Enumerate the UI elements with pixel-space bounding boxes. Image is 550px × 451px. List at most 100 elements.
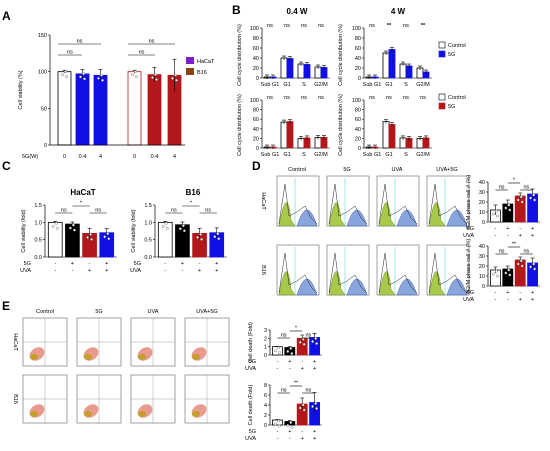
e-dot bbox=[277, 424, 281, 428]
c-dot bbox=[69, 226, 72, 230]
d-dot bbox=[507, 203, 511, 207]
d-dot bbox=[494, 269, 498, 273]
e-cond-uva: + bbox=[313, 436, 316, 442]
b-x-tick: G2/M bbox=[314, 82, 328, 88]
b-yaxis-tick-label: 20 bbox=[253, 66, 259, 72]
d-cond-5g: + bbox=[531, 226, 534, 232]
b-bar-control bbox=[382, 52, 390, 79]
d-yaxis-tick-label: 30 bbox=[479, 190, 485, 196]
e-cond-5g: + bbox=[288, 429, 291, 435]
d-sig-label: ns bbox=[523, 249, 529, 255]
d-dot bbox=[516, 262, 520, 266]
e-ylabel: Cell death (Fold) bbox=[248, 385, 254, 426]
d-cond-uva: - bbox=[507, 233, 509, 239]
b-yaxis-tick-label: 0 bbox=[256, 146, 259, 152]
d-row-label: 5G bbox=[467, 290, 474, 296]
e-cond-uva: - bbox=[276, 366, 278, 372]
d-ylabel: G2/M phase cell # (%) bbox=[466, 175, 472, 230]
b-yaxis-tick-label: 40 bbox=[253, 56, 259, 62]
d-dot bbox=[508, 208, 512, 212]
b-group-title: 4 W bbox=[391, 7, 406, 16]
a-dot bbox=[82, 72, 85, 76]
c-yaxis-tick-label: 1.0 bbox=[34, 220, 42, 226]
e-cond-uva: - bbox=[276, 436, 278, 442]
c-plot-title: HaCaT bbox=[70, 188, 95, 197]
b-yaxis-tick-label: 40 bbox=[253, 127, 259, 133]
c-dot bbox=[199, 233, 202, 236]
a-x-tick: 4 bbox=[173, 154, 176, 160]
d-histogram-trace bbox=[328, 183, 368, 225]
e-col-title: 5G bbox=[95, 309, 102, 315]
a-dot bbox=[83, 77, 86, 81]
b-yaxis-tick-label: 80 bbox=[253, 108, 259, 114]
b-ylabel: Cell cycle distribution (%) bbox=[237, 24, 243, 86]
d-cond-5g: - bbox=[494, 290, 496, 296]
b-sig: ns bbox=[369, 95, 375, 101]
d-histogram-trace bbox=[428, 252, 468, 294]
b-yaxis-tick-label: 0 bbox=[256, 76, 259, 82]
d-cond-uva: + bbox=[519, 297, 522, 303]
c-sig-label: ns bbox=[95, 208, 101, 214]
b-x-tick: Sub G1 bbox=[261, 82, 280, 88]
e-yaxis-tick-label: 2 bbox=[264, 413, 267, 419]
b-yaxis-tick-label: 0 bbox=[358, 76, 361, 82]
d-dot bbox=[520, 200, 524, 204]
d-histogram-trace bbox=[378, 252, 418, 294]
d-dot bbox=[495, 214, 499, 218]
c-dot bbox=[179, 227, 182, 231]
c-cond-uva: - bbox=[71, 268, 73, 274]
c-sig-label: * bbox=[190, 201, 193, 207]
c-yaxis-tick-label: 1.0 bbox=[144, 220, 152, 226]
d-histogram-g2-peak bbox=[296, 278, 318, 296]
a-sig-label: ns bbox=[149, 39, 155, 45]
d-histogram-g2-peak bbox=[446, 209, 468, 227]
d-histogram-trace bbox=[428, 183, 468, 225]
b-x-tick: G1 bbox=[283, 152, 290, 158]
c-bar bbox=[157, 221, 173, 258]
a-dot bbox=[65, 75, 68, 79]
d-dot bbox=[508, 273, 512, 277]
e-row-title: HaCaT bbox=[12, 333, 18, 351]
e-cell-cluster-core bbox=[138, 354, 146, 360]
a-dot bbox=[79, 75, 82, 79]
c-yaxis-tick-label: 0.5 bbox=[34, 238, 42, 244]
d-sig-label: ** bbox=[512, 242, 517, 248]
b-sig: ns bbox=[284, 23, 290, 29]
d-dot bbox=[529, 196, 532, 200]
panel-label-d: D bbox=[252, 159, 261, 173]
c-cond-5g: + bbox=[215, 261, 218, 267]
e-dot bbox=[315, 342, 318, 345]
a-legend-label: B16 bbox=[197, 70, 207, 76]
c-sig-label: ns bbox=[205, 208, 211, 214]
e-col-title: UVA bbox=[148, 309, 159, 315]
c-yaxis-tick-label: 0.0 bbox=[144, 255, 152, 261]
a-dot bbox=[64, 70, 67, 74]
c-cond-uva: + bbox=[88, 268, 91, 274]
b-bar-treated bbox=[303, 64, 311, 79]
e-dot bbox=[311, 340, 314, 343]
a-dot bbox=[61, 73, 64, 77]
d-yaxis-tick-label: 20 bbox=[479, 264, 485, 270]
d-yaxis-tick-label: 10 bbox=[479, 274, 485, 280]
d-row-label: UVA bbox=[463, 233, 474, 239]
c-cond-5g: + bbox=[105, 261, 108, 267]
b-yaxis-tick-label: 80 bbox=[253, 36, 259, 42]
a-dot bbox=[135, 75, 138, 79]
b-yaxis-tick-label: 60 bbox=[253, 46, 259, 52]
b-bar-treated bbox=[388, 124, 396, 149]
b-sig: ns bbox=[420, 95, 426, 101]
a-sig-label: ns bbox=[77, 39, 83, 45]
b-sig: ns bbox=[301, 23, 307, 29]
d-dot bbox=[504, 206, 508, 210]
d-histogram-g2-peak bbox=[446, 278, 468, 296]
d-yaxis-tick-label: 0 bbox=[482, 220, 485, 226]
d-row-label: UVA bbox=[463, 297, 474, 303]
e-cond-uva: + bbox=[313, 366, 316, 372]
b-legend-swatch bbox=[438, 93, 446, 101]
e-dot bbox=[314, 402, 317, 405]
b-legend-label: 5G bbox=[448, 52, 455, 58]
c-cond-uva: - bbox=[164, 268, 166, 274]
d-dot bbox=[532, 193, 535, 197]
c-dot bbox=[89, 233, 92, 236]
c-row-label: UVA bbox=[20, 268, 31, 274]
